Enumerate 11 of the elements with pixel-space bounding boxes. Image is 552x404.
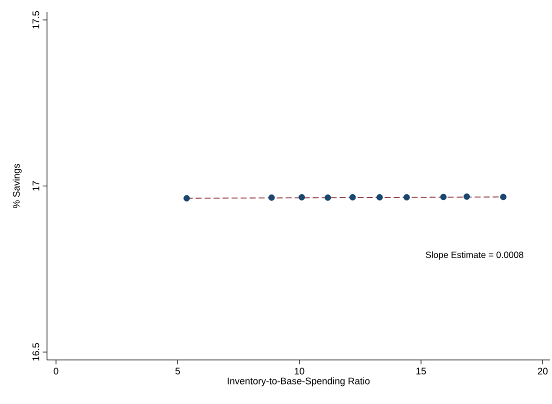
- y-tick-label: 16.5: [32, 343, 40, 361]
- annotation: Slope Estimate = 0.0008: [426, 251, 524, 260]
- x-axis-title: Inventory-to-Base-Spending Ratio: [228, 377, 370, 386]
- x-tick-label: 10: [294, 368, 304, 375]
- x-tick-label: 15: [416, 368, 426, 374]
- y-tick-label: 17: [32, 181, 40, 191]
- y-axis-title: % Savings: [12, 164, 22, 208]
- y-tick-label: 17.5: [32, 11, 40, 28]
- x-tick-label: 0: [54, 368, 58, 375]
- x-tick-label: 20: [538, 368, 548, 375]
- x-tick-label: 5: [175, 368, 180, 374]
